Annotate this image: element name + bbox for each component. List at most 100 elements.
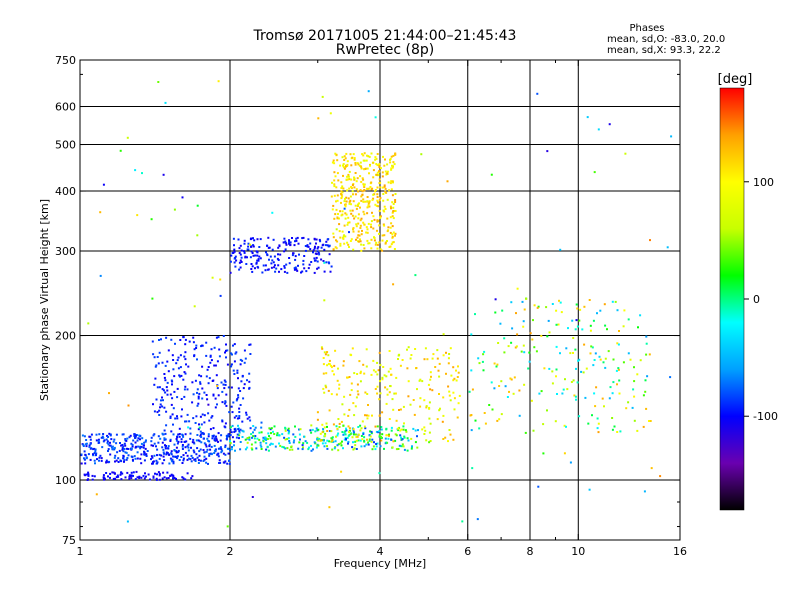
echo-point <box>204 443 207 446</box>
echo-point <box>180 438 183 441</box>
echo-point <box>221 401 224 404</box>
echo-point <box>270 262 273 265</box>
echo-point <box>229 442 232 445</box>
echo-point <box>346 436 349 439</box>
echo-point <box>272 261 275 264</box>
echo-point <box>453 408 456 411</box>
echo-point <box>203 455 206 458</box>
echo-point <box>369 186 372 188</box>
echo-point <box>245 411 248 414</box>
echo-point <box>210 453 213 456</box>
echo-point <box>344 205 347 208</box>
echo-point <box>419 405 422 408</box>
echo-point <box>346 241 349 244</box>
echo-point <box>87 453 90 456</box>
echo-point <box>560 311 563 314</box>
echo-point <box>331 439 334 442</box>
echo-point <box>428 441 431 444</box>
echo-point <box>113 456 116 459</box>
echo-point <box>515 312 517 315</box>
echo-point <box>335 208 338 211</box>
echo-point <box>85 473 88 476</box>
echo-point <box>555 323 558 326</box>
echo-point <box>278 442 280 445</box>
echo-point <box>596 417 599 420</box>
echo-point <box>134 457 137 460</box>
echo-point <box>347 414 350 417</box>
echo-point <box>203 458 206 461</box>
echo-point <box>84 453 87 456</box>
echo-point <box>143 477 146 480</box>
echo-point <box>113 438 116 441</box>
echo-point <box>216 403 218 406</box>
echo-point <box>437 369 440 372</box>
echo-point <box>328 244 331 247</box>
echo-point <box>388 418 391 420</box>
echo-point <box>381 376 384 379</box>
echo-point <box>394 439 397 442</box>
echo-point <box>333 217 336 220</box>
echo-point <box>180 374 183 377</box>
echo-point <box>358 202 360 205</box>
echo-point <box>201 397 204 400</box>
echo-point <box>593 171 596 174</box>
echo-point <box>357 234 360 237</box>
echo-point <box>232 344 234 347</box>
echo-point <box>351 347 354 350</box>
echo-point <box>335 186 338 189</box>
echo-point <box>357 190 360 193</box>
echo-point <box>390 188 393 191</box>
colorbar <box>719 87 745 511</box>
echo-point <box>542 423 545 426</box>
echo-point <box>333 185 336 188</box>
echo-point <box>167 477 170 479</box>
echo-point <box>157 362 160 365</box>
echo-point <box>406 449 409 452</box>
echo-point <box>452 438 455 441</box>
echo-point <box>173 443 176 446</box>
echo-point <box>341 191 344 194</box>
echo-point <box>136 457 139 460</box>
echo-point <box>183 440 186 443</box>
echo-point <box>353 431 355 434</box>
echo-point <box>163 452 166 455</box>
echo-point <box>214 364 217 367</box>
echo-point <box>642 425 645 428</box>
echo-point <box>592 319 595 322</box>
echo-point <box>173 390 176 393</box>
echo-point <box>127 404 130 407</box>
echo-point <box>362 433 365 436</box>
echo-point <box>221 420 224 423</box>
echo-point <box>407 346 410 349</box>
echo-point <box>170 379 173 382</box>
echo-point <box>163 438 166 441</box>
echo-point <box>308 263 311 266</box>
echo-point <box>124 438 127 441</box>
echo-point <box>128 474 131 477</box>
echo-point <box>317 117 320 120</box>
echo-point <box>297 447 300 450</box>
echo-point <box>356 236 359 239</box>
echo-point <box>398 444 401 447</box>
echo-point <box>202 449 205 451</box>
echo-point <box>387 226 390 229</box>
echo-point <box>103 439 106 442</box>
echo-point <box>384 386 387 389</box>
echo-point <box>252 237 254 240</box>
echo-point <box>597 128 600 131</box>
echo-point <box>207 433 210 436</box>
echo-point <box>564 378 566 381</box>
echo-point <box>249 353 252 355</box>
echo-point <box>334 440 337 443</box>
echo-point <box>226 349 229 352</box>
echo-point <box>279 253 282 256</box>
echo-point <box>274 270 277 273</box>
echo-point <box>477 357 480 360</box>
echo-point <box>208 452 211 455</box>
echo-point <box>215 435 217 438</box>
echo-point <box>265 251 267 254</box>
echo-point <box>381 171 384 174</box>
echo-point <box>296 236 299 239</box>
echo-point <box>173 375 176 378</box>
echo-point <box>358 164 361 167</box>
